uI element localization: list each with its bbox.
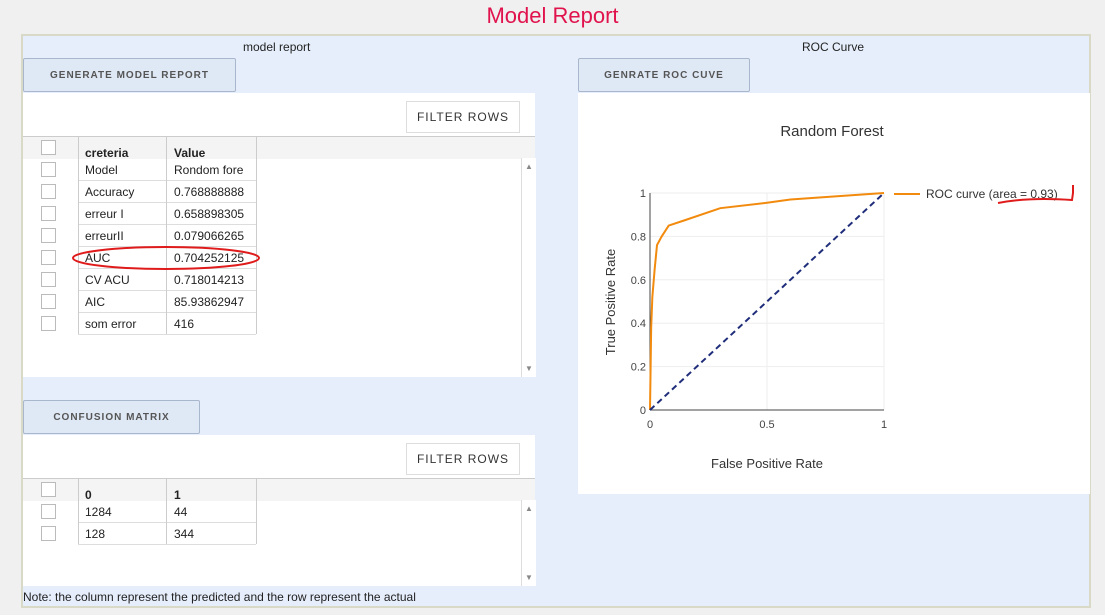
y-axis-label: True Positive Rate — [603, 249, 618, 355]
area-highlight-mark — [997, 185, 1074, 204]
table-cell-value: 0.704252125 — [174, 251, 245, 265]
scroll-up-icon[interactable]: ▲ — [525, 162, 533, 171]
confusion-filter-rows-button[interactable]: FILTER ROWS — [406, 443, 520, 475]
y-tick-label: 0.8 — [631, 231, 646, 243]
select-all-checkbox[interactable] — [41, 140, 56, 155]
y-tick-label: 1 — [640, 188, 646, 200]
row-checkbox[interactable] — [41, 294, 56, 309]
row-divider — [78, 290, 256, 291]
table-cell-value: 0.079066265 — [174, 229, 245, 243]
diagonal-reference-line — [649, 192, 885, 411]
table-cell-criteria: AIC — [85, 295, 106, 309]
row-divider — [78, 334, 256, 335]
chart-title: Random Forest — [780, 123, 884, 140]
generate-model-report-button[interactable]: GENERATE MODEL REPORT — [23, 58, 236, 92]
confusion-scroll-down-icon[interactable]: ▼ — [525, 573, 533, 582]
auc-highlight-ellipse — [72, 246, 260, 270]
confusion-row-checkbox[interactable] — [41, 526, 56, 541]
confusion-cell: 128 — [85, 527, 106, 541]
column-divider — [78, 478, 79, 544]
column-divider — [166, 478, 167, 544]
confusion-cell: 1284 — [85, 505, 112, 519]
generate-roc-curve-button[interactable]: GENRATE ROC CUVE — [578, 58, 750, 92]
y-tick-label: 0 — [640, 405, 646, 417]
scroll-down-icon[interactable]: ▼ — [525, 364, 533, 373]
y-tick-label: 0.4 — [631, 318, 646, 330]
row-divider — [78, 224, 256, 225]
row-checkbox[interactable] — [41, 228, 56, 243]
table-cell-criteria: som error — [85, 317, 137, 331]
confusion-select-all-checkbox[interactable] — [41, 482, 56, 497]
legend-label: ROC curve (area = 0.93) — [926, 187, 1058, 201]
roc-chart: 0 0.2 0.4 0.6 0.8 1 0 0.5 1 Random Forest False Po… — [603, 123, 1074, 471]
confusion-matrix-button[interactable]: CONFUSION MATRIX — [23, 400, 200, 434]
roc-curve-line — [649, 192, 885, 411]
table-cell-value: 0.768888888 — [174, 185, 245, 199]
model-report-label: model report — [243, 40, 311, 54]
table-cell-value: 0.718014213 — [174, 273, 245, 287]
confusion-row-checkbox[interactable] — [41, 504, 56, 519]
roc-curve-label: ROC Curve — [802, 40, 865, 54]
table-cell-criteria: Model — [85, 163, 118, 177]
filter-rows-button[interactable]: FILTER ROWS — [406, 101, 520, 133]
row-divider — [78, 544, 256, 545]
column-divider — [78, 136, 79, 334]
column-header-value[interactable]: Value — [174, 146, 206, 160]
column-divider — [256, 478, 257, 544]
x-tick-label: 1 — [881, 419, 887, 431]
confusion-cell: 44 — [174, 505, 188, 519]
table-cell-value: Rondom fore — [174, 163, 244, 177]
row-divider — [78, 522, 256, 523]
y-tick-label: 0.6 — [631, 275, 646, 287]
row-divider — [78, 312, 256, 313]
column-divider — [166, 136, 167, 334]
page-title: Model Report — [486, 3, 619, 28]
y-tick-label: 0.2 — [631, 362, 646, 374]
row-checkbox[interactable] — [41, 206, 56, 221]
confusion-cell: 344 — [174, 527, 195, 541]
report-grid-header — [23, 136, 535, 160]
table-cell-criteria: CV ACU — [85, 273, 130, 287]
column-header-1[interactable]: 1 — [174, 488, 181, 502]
row-divider — [78, 180, 256, 181]
row-checkbox[interactable] — [41, 316, 56, 331]
row-divider — [78, 202, 256, 203]
table-cell-criteria: Accuracy — [85, 185, 135, 199]
table-cell-criteria: AUC — [85, 251, 111, 265]
roc-chart-panel: 0 0.2 0.4 0.6 0.8 1 0 0.5 1 Random Forest False Po… — [578, 93, 1090, 494]
x-tick-label: 0.5 — [759, 419, 774, 431]
column-header-creteria[interactable]: creteria — [85, 146, 129, 160]
column-header-0[interactable]: 0 — [85, 488, 92, 502]
row-checkbox[interactable] — [41, 162, 56, 177]
row-checkbox[interactable] — [41, 184, 56, 199]
confusion-scroll-up-icon[interactable]: ▲ — [525, 504, 533, 513]
table-cell-criteria: erreurII — [85, 229, 124, 243]
table-cell-value: 0.658898305 — [174, 207, 245, 221]
table-cell-criteria: erreur I — [85, 207, 124, 221]
x-axis-label: False Positive Rate — [711, 456, 823, 471]
column-divider — [256, 136, 257, 334]
confusion-scrollbar[interactable]: ▲ ▼ — [521, 500, 536, 586]
report-scrollbar[interactable]: ▲ ▼ — [521, 158, 536, 377]
table-cell-value: 85.93862947 — [174, 295, 245, 309]
confusion-note: Note: the column represent the predicted… — [23, 590, 416, 604]
x-tick-label: 0 — [647, 419, 653, 431]
confusion-grid-header — [23, 478, 535, 502]
table-cell-value: 416 — [174, 317, 195, 331]
row-checkbox[interactable] — [41, 250, 56, 265]
row-checkbox[interactable] — [41, 272, 56, 287]
